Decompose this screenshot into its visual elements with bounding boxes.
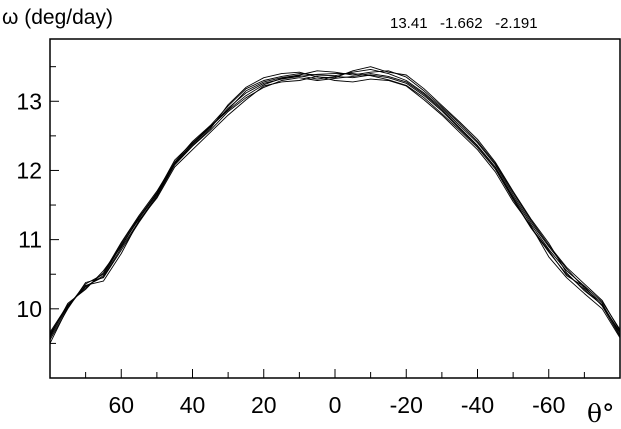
series-line-7 — [49, 74, 621, 339]
coefficients-annotation: 13.41 -1.662 -2.191 — [390, 15, 538, 32]
y-tick-label: 10 — [16, 296, 42, 322]
series-layer — [49, 66, 621, 344]
x-tick-label: 60 — [108, 392, 134, 418]
plot-frame — [49, 38, 621, 379]
series-line-1 — [49, 73, 621, 336]
y-tick-label: 13 — [16, 88, 42, 114]
series-line-4 — [49, 75, 621, 344]
x-ticks: 60 40 20 0 -20 -40 -60 — [85, 369, 585, 418]
x-axis-label: θ° — [587, 399, 615, 428]
x-tick-label: 20 — [251, 392, 277, 418]
x-tick-label: -60 — [532, 392, 565, 418]
y-axis-label: ω (deg/day) — [2, 6, 113, 29]
series-line-3 — [49, 68, 621, 336]
y-tick-label: 11 — [18, 227, 42, 253]
x-tick-label: -20 — [390, 392, 423, 418]
x-tick-label: -40 — [461, 392, 494, 418]
y-ticks: 10 11 12 13 — [16, 66, 59, 344]
series-line-5 — [49, 70, 621, 337]
x-tick-label: 0 — [329, 392, 342, 418]
x-tick-label: 40 — [180, 392, 206, 418]
y-tick-label: 12 — [16, 157, 42, 183]
series-line-6 — [49, 66, 621, 334]
series-line-2 — [49, 73, 621, 341]
